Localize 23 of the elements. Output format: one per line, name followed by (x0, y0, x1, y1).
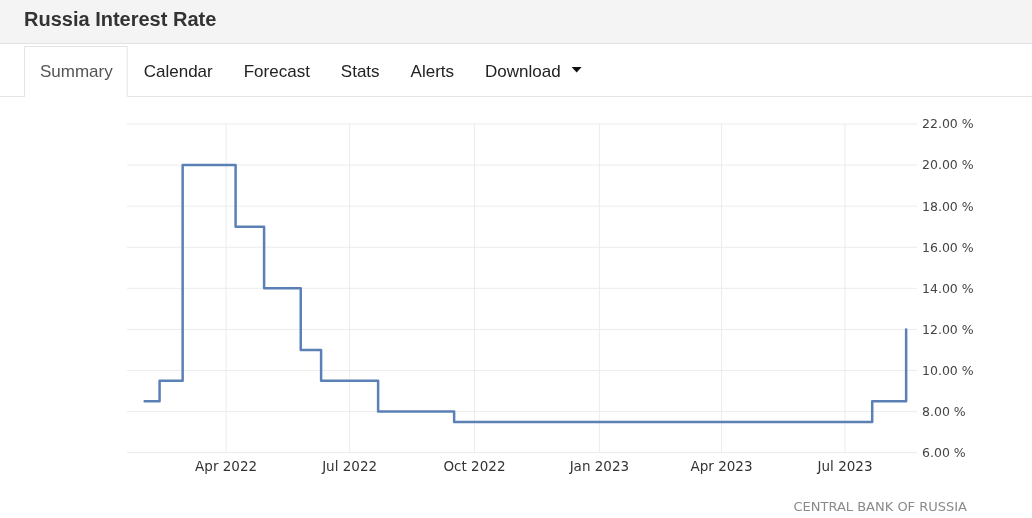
x-tick-label: Jan 2023 (568, 458, 630, 474)
chart-title: Russia Interest Rate (24, 8, 217, 30)
text: Forecast (243, 62, 311, 81)
text: Stats (340, 62, 380, 81)
y-tick-label: 18.00 % (922, 198, 974, 214)
text: Download (485, 62, 561, 81)
text: Alerts (410, 62, 455, 81)
y-tick-label: 12.00 % (922, 321, 974, 337)
x-tick-label: Apr 2023 (690, 458, 753, 474)
y-tick-label: 22.00 % (922, 116, 974, 132)
x-tick-label: Oct 2022 (443, 458, 506, 474)
text: Calendar (143, 62, 214, 81)
y-tick-label: 6.00 % (922, 445, 966, 461)
text: CENTRAL BANK OF RUSSIA (793, 499, 968, 514)
x-tick-label: Apr 2022 (195, 458, 258, 474)
y-tick-label: 16.00 % (922, 239, 974, 255)
x-tick-label: Jul 2023 (816, 458, 873, 474)
y-tick-label: 14.00 % (922, 280, 974, 296)
text: Summary (40, 62, 114, 81)
x-tick-label: Jul 2022 (321, 458, 378, 474)
y-tick-label: 20.00 % (922, 157, 974, 173)
y-tick-label: 10.00 % (922, 362, 974, 378)
y-tick-label: 8.00 % (922, 403, 966, 419)
